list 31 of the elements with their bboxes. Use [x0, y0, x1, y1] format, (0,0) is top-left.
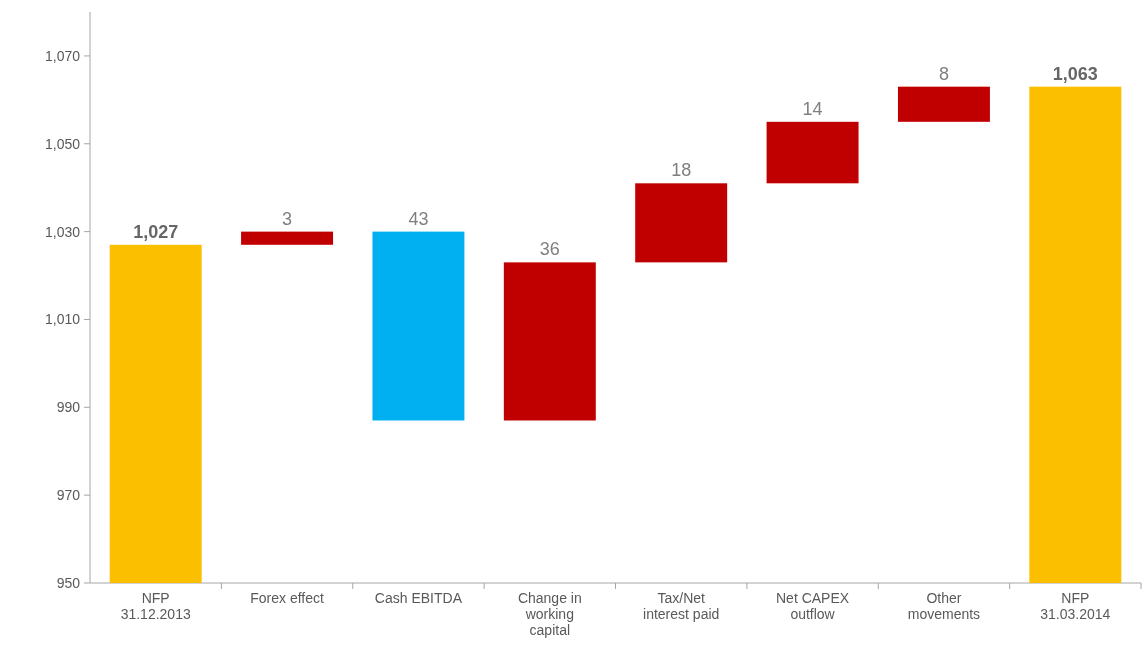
x-tick-label: Net CAPEX outflow [775, 590, 850, 622]
y-tick-label: 1,010 [44, 311, 81, 328]
y-tick-label: 970 [56, 487, 81, 504]
y-tick-label: 1,070 [44, 47, 81, 64]
bar [897, 86, 990, 122]
data-label: 1,027 [133, 221, 179, 242]
data-label: 8 [938, 63, 949, 84]
y-tick-label: 950 [56, 574, 81, 591]
x-tick-label: Forex effect [250, 590, 324, 606]
data-label: 36 [539, 239, 560, 260]
bar [766, 121, 859, 184]
data-label: 43 [408, 208, 429, 229]
x-tick-label: Tax/Net interest paid [643, 590, 720, 622]
data-label: 18 [671, 160, 692, 181]
bar [1029, 86, 1122, 583]
data-label: 1,063 [1052, 63, 1098, 84]
bar [503, 262, 596, 421]
bar [109, 244, 202, 583]
x-tick-label: NFP 31.03.2014 [1040, 590, 1111, 622]
bar [241, 231, 334, 245]
data-label: 14 [802, 98, 823, 119]
data-label: 3 [282, 208, 293, 229]
x-tick-label: Change in working capital [517, 590, 582, 638]
bar [635, 183, 728, 263]
x-tick-label: Other movements [907, 590, 981, 622]
x-tick-label: Cash EBITDA [374, 590, 463, 606]
y-tick-label: 1,050 [44, 135, 81, 152]
y-tick-label: 1,030 [44, 223, 81, 240]
x-tick-label: NFP 31.12.2013 [120, 590, 191, 622]
y-tick-label: 990 [56, 399, 81, 416]
bar [372, 231, 465, 421]
